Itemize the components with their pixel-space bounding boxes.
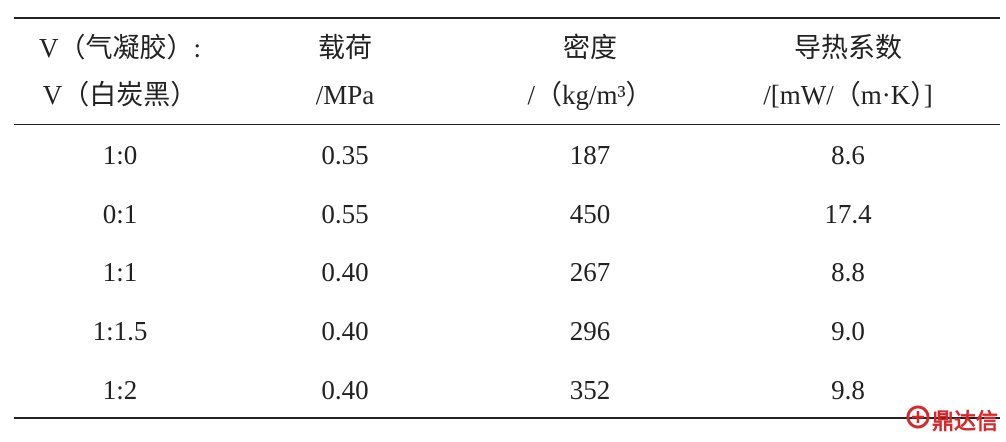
table-cell: 8.6 [831,140,865,170]
table-cell: 1:2 [102,374,138,405]
table-cell: 450 [569,198,611,229]
table-cell: 0.55 [321,198,369,229]
table-cell: 187 [569,140,611,170]
header-cell: 导热系数 [794,33,902,63]
watermark: 鼎达信 [931,410,998,435]
header-cell: V（白炭黑） [42,80,198,110]
top-rule [14,17,1000,19]
table-cell: 1:1.5 [92,316,148,347]
table-cell: 9.0 [831,316,865,347]
table-cell: 267 [569,257,611,288]
table-cell: 296 [569,316,611,347]
table-cell: 1:0 [102,140,138,170]
header-cell: /（kg/m³） [527,80,653,110]
table-cell: 0.40 [321,316,369,347]
table-cell: 8.8 [831,257,865,288]
header-cell: V（气凝胶）: [39,33,201,63]
header-rule [14,124,1000,125]
header-cell: 密度 [563,33,617,63]
table-cell: 17.4 [824,198,872,229]
table-cell: 9.8 [831,374,865,405]
table-cell: 0.35 [321,140,369,170]
header-cell: 载荷 [318,33,372,63]
table-cell: 0.40 [321,374,369,405]
table-cell: 0.40 [321,257,369,288]
table-cell: 352 [569,374,611,405]
table-cell: 0:1 [102,198,138,229]
table-cell: 1:1 [102,257,138,288]
header-cell: /[mW/（m·K）] [763,80,933,110]
header-cell: /MPa [315,80,375,110]
bottom-rule [14,417,1000,419]
watermark-logo [906,405,930,429]
